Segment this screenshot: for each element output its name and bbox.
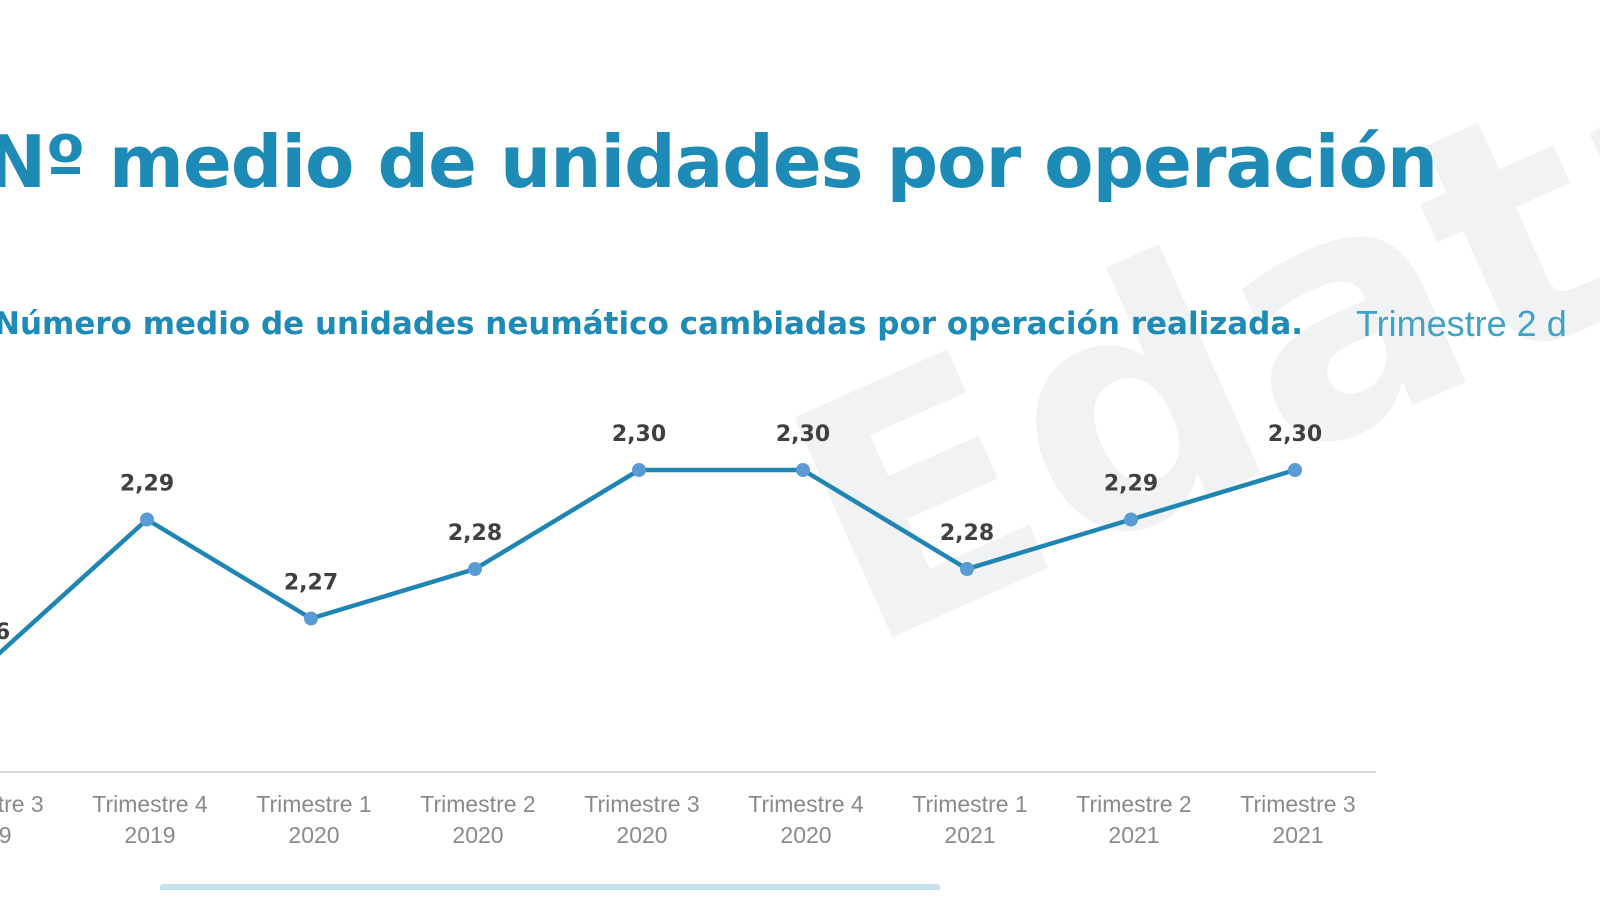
data-label: 2,26 [0,620,10,645]
x-tick-label: Trimestre 3 [584,791,699,817]
x-tick-label: Trimestre 3 [0,791,44,817]
x-tick-label: Trimestre 4 [92,791,208,817]
x-tick-label-year: 2019 [0,822,12,848]
data-label: 2,30 [612,422,666,447]
x-tick-label-year: 2020 [288,822,339,848]
data-label: 2,29 [1104,472,1158,497]
page-title: Nº medio de unidades por operación [0,120,1438,204]
data-label: 2,30 [776,422,830,447]
data-point [468,562,482,576]
data-label: 2,28 [448,521,502,546]
data-point [960,562,974,576]
x-tick-label: Trimestre 1 [912,791,1027,817]
data-point [1124,512,1138,527]
data-point [140,512,154,527]
x-tick-label-year: 2020 [452,822,503,848]
x-tick-label: Trimestre 1 [256,791,371,817]
period-label: Trimestre 2 d [1356,303,1567,344]
data-point [796,463,810,477]
x-tick-label-year: 2020 [780,822,831,848]
data-point [304,611,318,626]
data-point [632,463,646,477]
x-tick-label: Trimestre 3 [1240,791,1355,817]
x-tick-label-year: 2020 [616,822,667,848]
series-line [0,467,1298,656]
x-tick-label-year: 2019 [124,822,175,848]
x-tick-label-year: 2021 [1108,822,1159,848]
data-label: 2,30 [1268,422,1322,447]
x-tick-label-year: 2021 [1272,822,1323,848]
x-tick-label-year: 2021 [944,822,995,848]
data-point [1288,463,1302,477]
x-tick-label: Trimestre 4 [748,791,864,817]
chart-subtitle: Número medio de unidades neumático cambi… [0,306,1304,342]
x-tick-label: Trimestre 2 [1076,791,1191,817]
x-tick-label: Trimestre 2 [420,791,535,817]
data-label: 2,27 [284,571,338,596]
data-label: 2,28 [940,521,994,546]
footer-fade [160,884,940,900]
data-label: 2,29 [120,472,174,497]
